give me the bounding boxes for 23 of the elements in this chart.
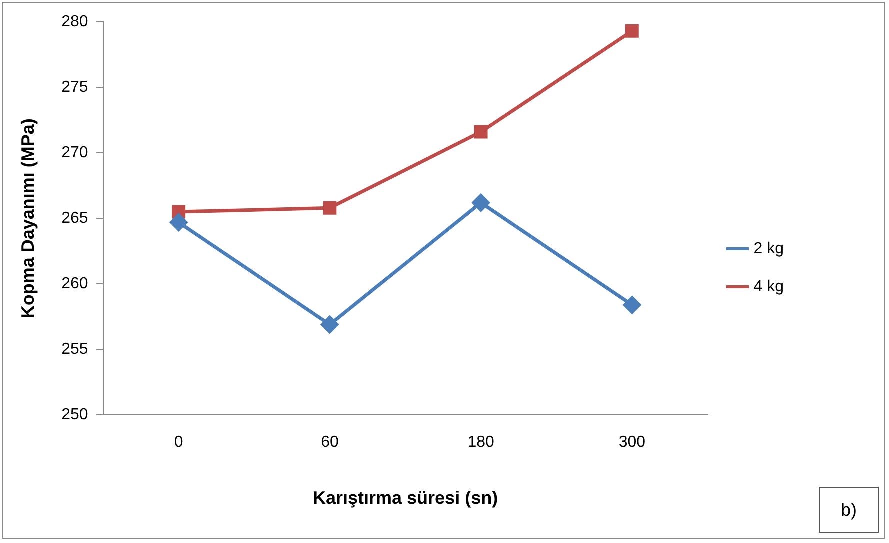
y-axis-title: Kopma Dayanımı (MPa)	[18, 118, 38, 319]
x-tick-label: 300	[618, 434, 646, 452]
y-tick-label: 265	[62, 210, 88, 228]
y-tick-label: 275	[62, 78, 88, 96]
point	[474, 125, 488, 139]
legend-label: 4 kg	[754, 278, 784, 296]
text: b)	[819, 487, 879, 533]
point	[623, 296, 641, 314]
x-tick-label: 60	[321, 434, 339, 452]
point	[170, 214, 188, 232]
x-tick-label: 0	[174, 434, 184, 452]
point	[472, 194, 490, 212]
legend-label: 2 kg	[754, 240, 784, 258]
y-tick-label: 255	[62, 341, 88, 358]
x-tick-label: 180	[468, 434, 495, 452]
x-axis-title: Karıştırma süresi (sn)	[312, 488, 498, 508]
y-tick-label: 280	[62, 13, 88, 30]
point	[321, 316, 339, 334]
point	[626, 24, 639, 38]
y-tick-label: 270	[62, 144, 88, 162]
y-tick-label: 260	[62, 276, 88, 293]
point	[323, 201, 337, 215]
y-tick-label: 250	[62, 406, 88, 424]
